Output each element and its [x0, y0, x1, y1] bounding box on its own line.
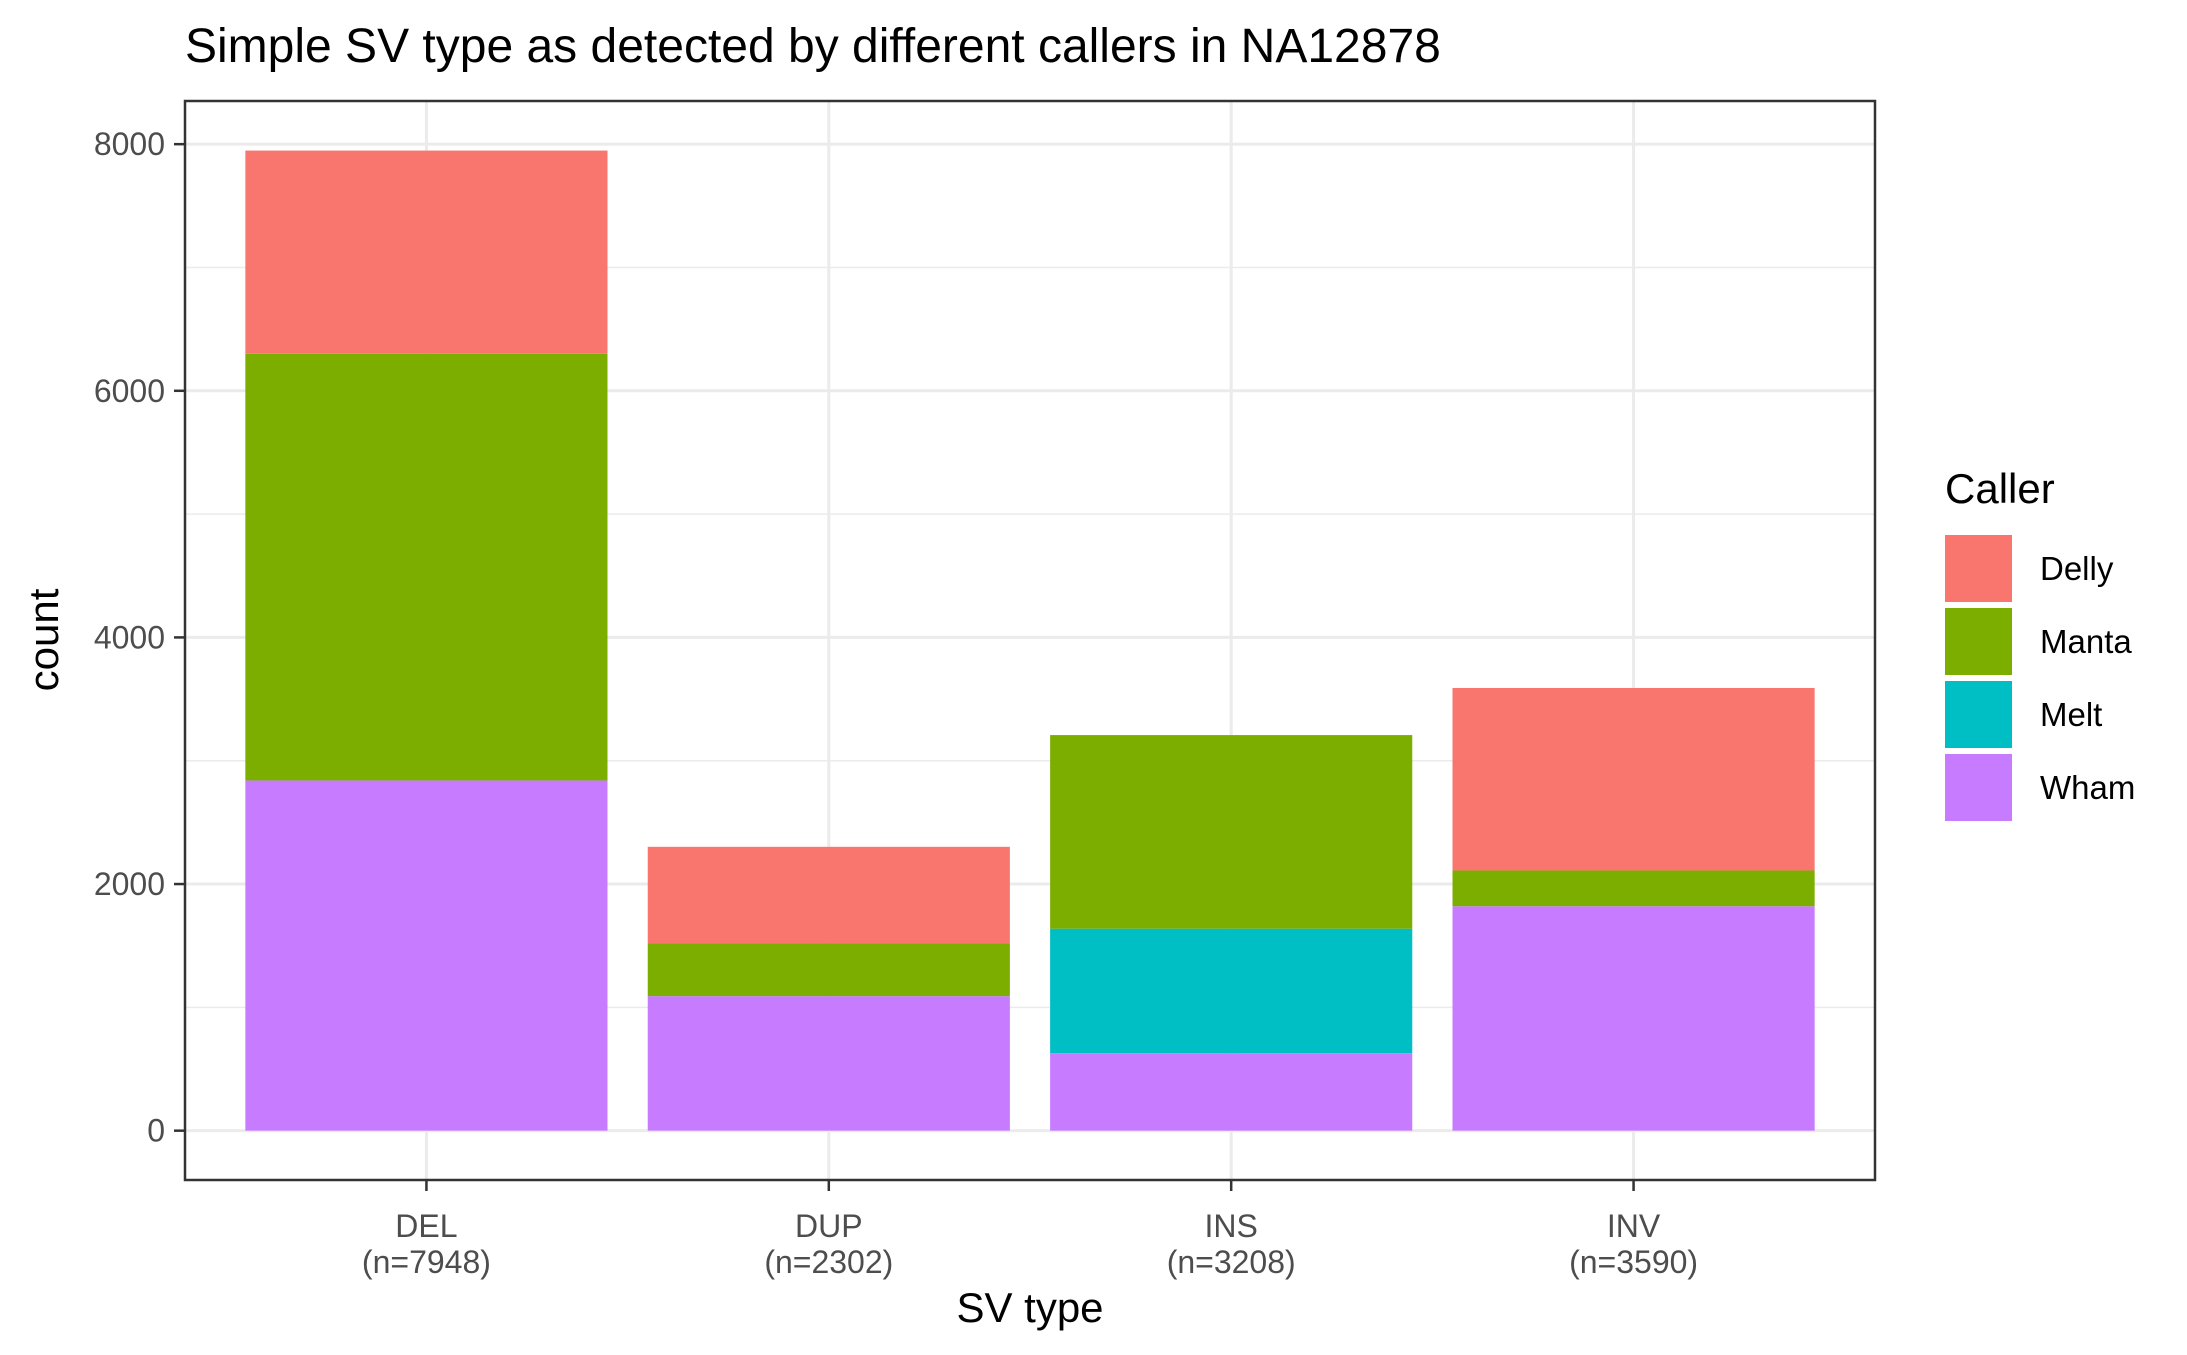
y-tick-label: 0 [147, 1113, 165, 1149]
x-tick-label: DEL [395, 1208, 457, 1244]
bar-segment-ins-wham [1050, 1053, 1413, 1131]
panel-border [183, 99, 1877, 1182]
bar-segment-ins-melt [1050, 928, 1413, 1054]
bar-segment-dup-wham [647, 996, 1010, 1131]
legend: Caller Delly Manta Melt Wham [1945, 465, 2135, 821]
x-axis-title: SV type [956, 1284, 1103, 1331]
bar-segment-del-wham [245, 780, 608, 1131]
legend-label-delly: Delly [2040, 550, 2114, 587]
bar-segment-inv-wham [1452, 906, 1815, 1131]
bar-segment-inv-manta [1452, 870, 1815, 907]
legend-items: Delly Manta Melt Wham [1945, 535, 2135, 821]
legend-key-manta [1945, 608, 2012, 675]
legend-key-delly [1945, 535, 2012, 602]
legend-key-melt [1945, 681, 2012, 748]
bar-segment-del-delly [245, 150, 608, 354]
bar-segment-dup-delly [647, 846, 1010, 944]
y-tick-label: 8000 [94, 126, 165, 162]
x-tick-label: INV [1607, 1208, 1661, 1244]
x-tick-count-label: (n=3208) [1167, 1244, 1296, 1280]
x-tick-count-label: (n=3590) [1569, 1244, 1698, 1280]
bar-segment-ins-manta [1050, 735, 1413, 929]
y-tick-label: 2000 [94, 866, 165, 902]
legend-title: Caller [1945, 465, 2055, 512]
legend-label-melt: Melt [2040, 696, 2102, 733]
chart-title: Simple SV type as detected by different … [185, 20, 1441, 73]
bars-layer [245, 150, 1815, 1131]
x-tick-count-label: (n=7948) [362, 1244, 491, 1280]
legend-label-manta: Manta [2040, 623, 2132, 660]
x-tick-count-label: (n=2302) [764, 1244, 893, 1280]
bar-segment-dup-manta [647, 943, 1010, 997]
y-tick-label: 6000 [94, 373, 165, 409]
x-axis: DEL(n=7948) DUP(n=2302) INS(n=3208) INV(n=3… [362, 1180, 1698, 1280]
bar-segment-del-manta [245, 353, 608, 781]
x-tick-label: DUP [795, 1208, 863, 1244]
y-tick-label: 4000 [94, 619, 165, 655]
legend-key-wham [1945, 754, 2012, 821]
x-tick-label: INS [1205, 1208, 1258, 1244]
bar-segment-inv-delly [1452, 687, 1815, 871]
legend-label-wham: Wham [2040, 769, 2135, 806]
y-axis: 0 2000 4000 6000 8000 [94, 126, 185, 1149]
y-axis-title: count [20, 588, 67, 691]
